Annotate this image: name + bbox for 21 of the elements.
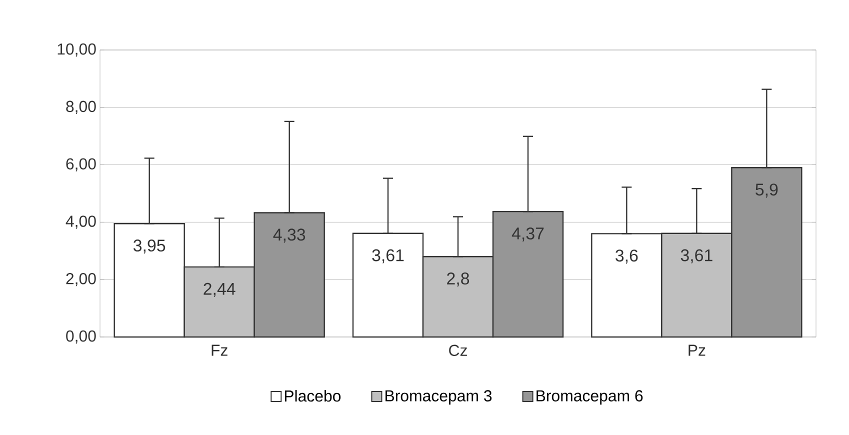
y-tick-label: 2,00 <box>66 273 96 286</box>
data-label: 3,6 <box>616 250 638 264</box>
data-label: 2,44 <box>204 282 236 297</box>
data-label: 4,33 <box>273 228 306 243</box>
data-label: 3,95 <box>134 240 166 254</box>
y-tick-label: 0,00 <box>66 330 96 344</box>
y-tick-label: 10,00 <box>58 43 96 57</box>
y-tick-label: 8,00 <box>66 100 96 114</box>
x-tick-label: Fz <box>212 344 228 356</box>
data-label: 3,61 <box>680 249 712 264</box>
data-label: 3,61 <box>372 249 404 264</box>
legend-label: Bromacepam 6 <box>536 390 643 405</box>
x-tick-label: Cz <box>449 344 467 356</box>
y-tick-label: 6,00 <box>66 158 96 172</box>
legend-label: Bromacepam 3 <box>386 390 492 405</box>
data-label: 2,8 <box>447 272 470 287</box>
data-label: 4,37 <box>512 227 544 242</box>
x-tick-label: Pz <box>688 344 706 356</box>
y-tick-label: 4,00 <box>66 216 96 229</box>
legend-label: Placebo <box>284 390 341 402</box>
data-label: 5,9 <box>756 184 778 198</box>
